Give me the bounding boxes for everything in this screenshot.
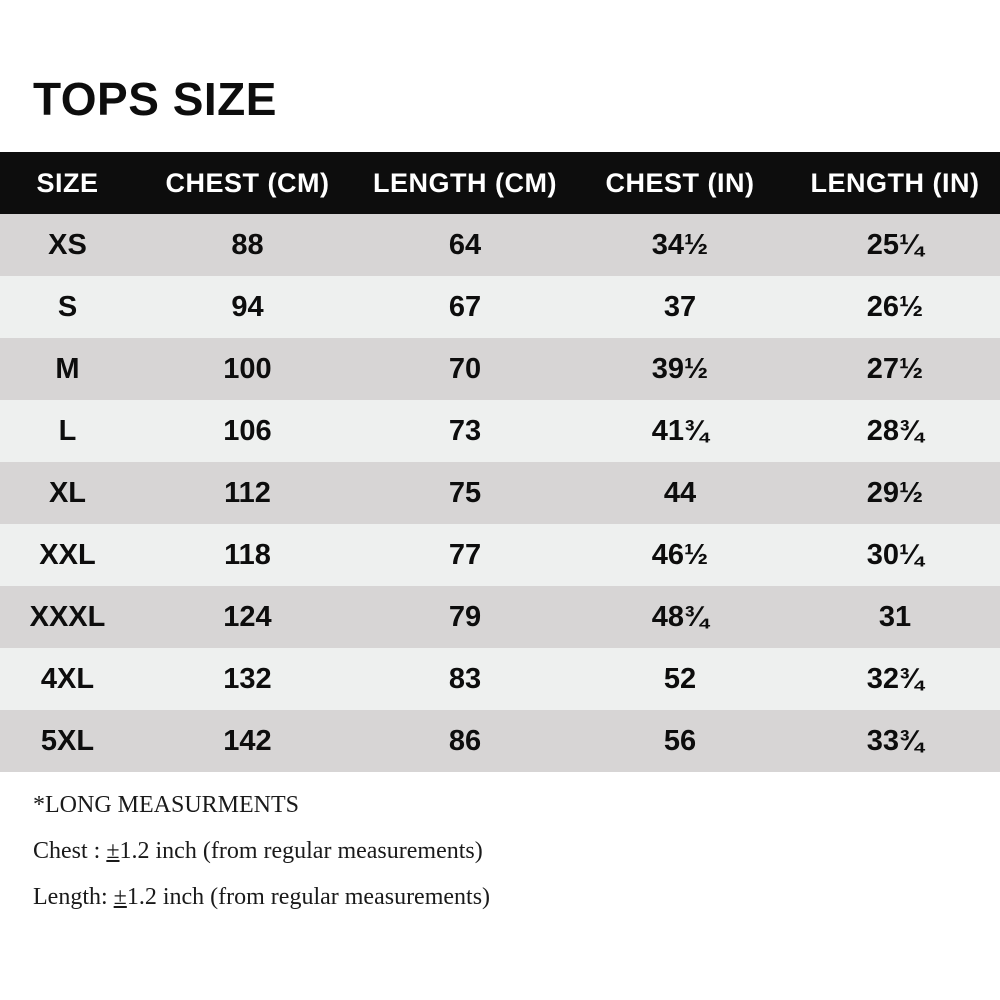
table-cell: 124 xyxy=(223,600,272,633)
table-cell: 94 xyxy=(231,290,264,323)
table-row: 4XL 132 83 52 32¾ xyxy=(0,648,1000,710)
header-cell-chest-in: CHEST (IN) xyxy=(605,167,755,198)
table-row: XXL 118 77 46½ 30¼ xyxy=(0,524,1000,586)
note-length-prefix: Length: xyxy=(33,884,114,910)
size-table: SIZE CHEST (CM) LENGTH (CM) CHEST (IN) L… xyxy=(0,152,1000,772)
table-cell: 25¼ xyxy=(866,228,924,261)
table-cell: L xyxy=(58,414,77,447)
table-cell: 64 xyxy=(448,228,482,261)
table-row: XXXL 124 79 48¾ 31 xyxy=(0,586,1000,648)
plus-minus-symbol: ± xyxy=(113,884,127,910)
table-cell: 88 xyxy=(231,228,264,261)
table-cell: XS xyxy=(48,228,87,261)
table-cell: 39½ xyxy=(651,352,709,385)
table-cell: 37 xyxy=(663,290,697,323)
table-cell: S xyxy=(57,290,78,323)
header-cell-chest-cm: CHEST (CM) xyxy=(165,167,330,198)
table-cell: 48¾ xyxy=(651,600,709,633)
table-cell: 41¾ xyxy=(651,414,709,447)
table-cell: 44 xyxy=(663,476,697,509)
table-cell: 100 xyxy=(223,352,272,385)
table-cell: 31 xyxy=(878,600,912,633)
note-chest-prefix: Chest : xyxy=(33,838,107,864)
table-cell: 29½ xyxy=(866,476,924,509)
header-cell-length-in: LENGTH (IN) xyxy=(810,167,980,198)
table-cell: 5XL xyxy=(40,724,95,757)
note-length-rest: 1.2 inch (from regular measurements) xyxy=(126,884,491,910)
plus-minus-symbol: ± xyxy=(106,838,120,864)
table-cell: 142 xyxy=(223,724,272,757)
header-cell-size: SIZE xyxy=(36,167,99,198)
note-length: Length: ±1.2 inch (from regular measurem… xyxy=(33,884,1000,910)
table-row: XL 112 75 44 29½ xyxy=(0,462,1000,524)
measurement-notes: *LONG MEASURMENTS Chest : ±1.2 inch (fro… xyxy=(33,792,1000,910)
table-cell: 52 xyxy=(663,662,697,695)
table-cell: 70 xyxy=(448,352,482,385)
table-cell: 118 xyxy=(224,538,271,571)
table-cell: 46½ xyxy=(651,538,709,571)
table-cell: XL xyxy=(48,476,87,509)
table-cell: 27½ xyxy=(866,352,924,385)
table-cell: 28¾ xyxy=(866,414,924,447)
table-cell: 86 xyxy=(448,724,482,757)
table-header-row: SIZE CHEST (CM) LENGTH (CM) CHEST (IN) L… xyxy=(0,152,1000,214)
table-cell: 79 xyxy=(448,600,482,633)
table-cell: 112 xyxy=(224,476,271,509)
table-cell: 67 xyxy=(448,290,482,323)
page-title: TOPS SIZE xyxy=(33,73,277,125)
table-cell: 32¾ xyxy=(866,662,924,695)
table-cell: XXL xyxy=(39,538,96,571)
table-row: 5XL 142 86 56 33¾ xyxy=(0,710,1000,772)
note-chest-rest: 1.2 inch (from regular measurements) xyxy=(119,838,483,864)
table-cell: 34½ xyxy=(651,228,709,261)
table-row: L 106 73 41¾ 28¾ xyxy=(0,400,1000,462)
table-cell: 56 xyxy=(663,724,697,757)
notes-heading: *LONG MEASURMENTS xyxy=(33,792,300,818)
table-row: S 94 67 37 26½ xyxy=(0,276,1000,338)
table-row: M 100 70 39½ 27½ xyxy=(0,338,1000,400)
table-cell: 77 xyxy=(448,538,482,571)
table-cell: 30¼ xyxy=(866,538,924,571)
table-cell: 33¾ xyxy=(866,724,924,757)
table-cell: 132 xyxy=(223,662,272,695)
table-cell: XXXL xyxy=(29,600,106,633)
note-chest: Chest : ±1.2 inch (from regular measurem… xyxy=(33,838,1000,864)
table-cell: 106 xyxy=(223,414,272,447)
table-cell: 83 xyxy=(448,662,482,695)
table-row: XS 88 64 34½ 25¼ xyxy=(0,214,1000,276)
header-cell-length-cm: LENGTH (CM) xyxy=(373,167,557,198)
table-cell: 75 xyxy=(448,476,482,509)
table-cell: 73 xyxy=(448,414,482,447)
table-cell: M xyxy=(55,352,80,385)
table-cell: 4XL xyxy=(40,662,95,695)
table-cell: 26½ xyxy=(866,290,924,323)
